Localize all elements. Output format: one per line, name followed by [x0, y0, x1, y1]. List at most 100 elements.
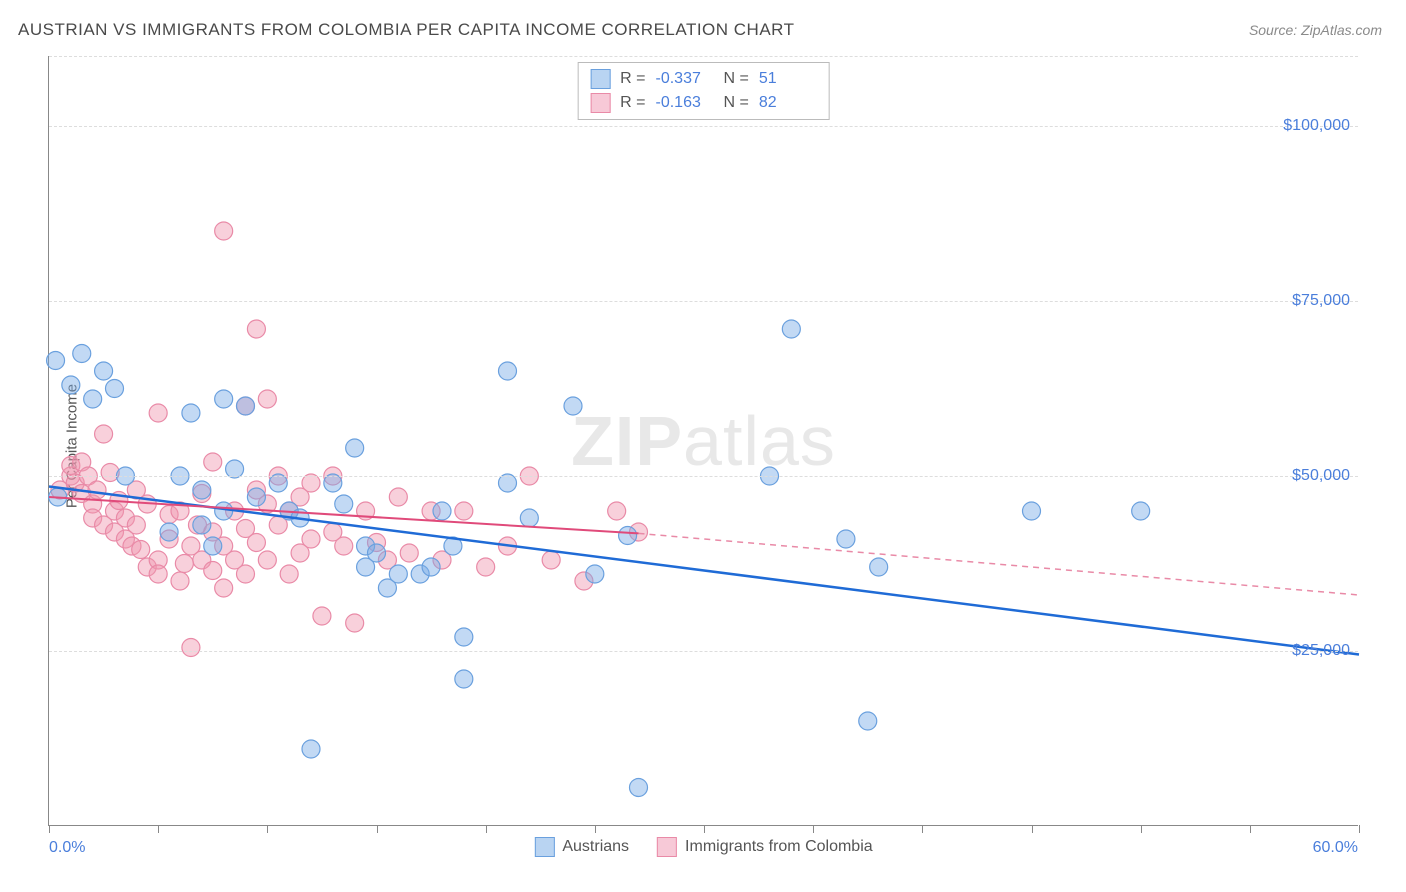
- scatter-point: [422, 558, 440, 576]
- scatter-point: [302, 530, 320, 548]
- scatter-point: [280, 565, 298, 583]
- scatter-point: [175, 555, 193, 573]
- gridline: [49, 56, 1358, 57]
- scatter-point: [335, 495, 353, 513]
- scatter-point: [132, 541, 150, 559]
- scatter-point: [106, 380, 124, 398]
- y-tick-label: $75,000: [1292, 292, 1350, 310]
- scatter-point: [193, 516, 211, 534]
- scatter-point: [608, 502, 626, 520]
- x-tick: [1250, 825, 1251, 833]
- scatter-point: [400, 544, 418, 562]
- x-tick: [377, 825, 378, 833]
- scatter-point: [204, 562, 222, 580]
- scatter-point: [215, 579, 233, 597]
- scatter-point: [171, 572, 189, 590]
- scatter-point: [859, 712, 877, 730]
- scatter-point: [149, 565, 167, 583]
- series-legend-label-blue: Austrians: [562, 838, 629, 856]
- legend-swatch-blue: [590, 69, 610, 89]
- series-legend-pink: Immigrants from Colombia: [657, 837, 873, 857]
- scatter-point: [389, 488, 407, 506]
- scatter-point: [160, 523, 178, 541]
- legend-swatch-blue: [534, 837, 554, 857]
- scatter-point: [73, 345, 91, 363]
- scatter-point: [149, 404, 167, 422]
- gridline: [49, 126, 1358, 127]
- scatter-point: [258, 390, 276, 408]
- x-tick: [1141, 825, 1142, 833]
- scatter-point: [258, 551, 276, 569]
- x-tick: [267, 825, 268, 833]
- correlation-legend: R = -0.337 N = 51 R = -0.163 N = 82: [577, 62, 830, 120]
- scatter-point: [247, 534, 265, 552]
- scatter-point: [346, 614, 364, 632]
- scatter-point: [193, 481, 211, 499]
- scatter-point: [542, 551, 560, 569]
- gridline: [49, 301, 1358, 302]
- x-tick: [49, 825, 50, 833]
- series-legend: Austrians Immigrants from Colombia: [534, 837, 872, 857]
- scatter-point: [247, 320, 265, 338]
- legend-swatch-pink: [590, 93, 610, 113]
- gridline: [49, 651, 1358, 652]
- scatter-point: [237, 397, 255, 415]
- scatter-point: [247, 488, 265, 506]
- x-tick: [922, 825, 923, 833]
- scatter-point: [346, 439, 364, 457]
- x-tick: [1032, 825, 1033, 833]
- x-axis-max-label: 60.0%: [1313, 839, 1358, 857]
- legend-r-value-pink: -0.163: [656, 94, 714, 112]
- scatter-point: [204, 453, 222, 471]
- scatter-point: [84, 390, 102, 408]
- scatter-point: [564, 397, 582, 415]
- scatter-point: [455, 628, 473, 646]
- scatter-point: [619, 527, 637, 545]
- y-tick-label: $25,000: [1292, 642, 1350, 660]
- scatter-point: [455, 502, 473, 520]
- chart-svg: [49, 56, 1358, 825]
- scatter-point: [182, 639, 200, 657]
- scatter-point: [215, 222, 233, 240]
- scatter-point: [215, 502, 233, 520]
- scatter-point: [62, 376, 80, 394]
- scatter-point: [837, 530, 855, 548]
- scatter-point: [630, 779, 648, 797]
- scatter-point: [182, 404, 200, 422]
- correlation-legend-row-blue: R = -0.337 N = 51: [590, 67, 817, 91]
- y-tick-label: $50,000: [1292, 467, 1350, 485]
- legend-r-label: R =: [620, 94, 645, 112]
- scatter-point: [1023, 502, 1041, 520]
- x-tick: [595, 825, 596, 833]
- scatter-point: [95, 362, 113, 380]
- trend-line: [639, 533, 1360, 595]
- x-tick: [704, 825, 705, 833]
- series-legend-blue: Austrians: [534, 837, 629, 857]
- gridline: [49, 476, 1358, 477]
- chart-source: Source: ZipAtlas.com: [1249, 22, 1382, 38]
- scatter-point: [47, 352, 65, 370]
- scatter-point: [477, 558, 495, 576]
- scatter-point: [499, 362, 517, 380]
- scatter-point: [433, 502, 451, 520]
- scatter-point: [368, 544, 386, 562]
- legend-n-value-blue: 51: [759, 70, 817, 88]
- scatter-point: [313, 607, 331, 625]
- x-tick: [1359, 825, 1360, 833]
- scatter-point: [455, 670, 473, 688]
- scatter-point: [870, 558, 888, 576]
- legend-r-value-blue: -0.337: [656, 70, 714, 88]
- chart-title: AUSTRIAN VS IMMIGRANTS FROM COLOMBIA PER…: [18, 20, 795, 40]
- legend-n-label: N =: [724, 70, 749, 88]
- x-tick: [158, 825, 159, 833]
- legend-r-label: R =: [620, 70, 645, 88]
- scatter-point: [1132, 502, 1150, 520]
- legend-n-value-pink: 82: [759, 94, 817, 112]
- legend-n-label: N =: [724, 94, 749, 112]
- legend-swatch-pink: [657, 837, 677, 857]
- x-tick: [813, 825, 814, 833]
- y-tick-label: $100,000: [1283, 117, 1350, 135]
- scatter-point: [204, 537, 222, 555]
- series-legend-label-pink: Immigrants from Colombia: [685, 838, 873, 856]
- scatter-point: [88, 481, 106, 499]
